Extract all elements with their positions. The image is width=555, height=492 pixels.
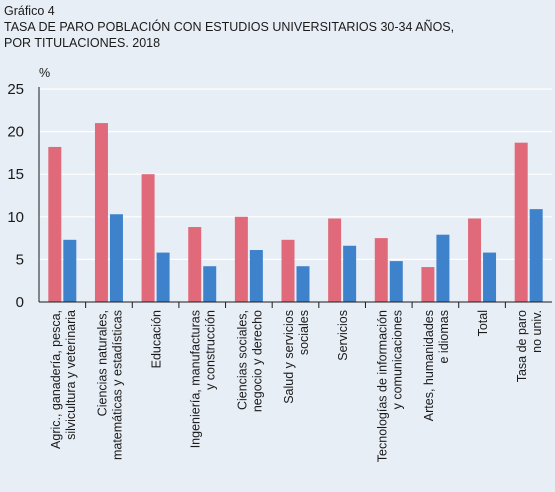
chart-title-line-2: POR TITULACIONES. 2018 [4,36,161,50]
x-category-label: e idiomas [437,310,451,364]
x-category-label: Ingeniería, manufacturas [189,310,203,448]
x-category-label: Servicios [336,310,350,361]
x-category-label: y construcción [204,310,218,390]
x-category-label: Ciencias sociales, [235,310,249,410]
bar-s1-9 [468,218,482,302]
bar-s1-5 [281,239,295,302]
x-category-label: Tasa de paro [515,310,529,382]
x-category-label: Total [476,310,490,336]
bar-s2-0 [63,239,77,302]
x-category-label: Agric., ganadería, pesca, [49,310,63,449]
chart-title-line-1: TASA DE PARO POBLACIÓN CON ESTUDIOS UNIV… [4,20,455,34]
bar-s2-7 [389,261,403,302]
bar-s2-4 [249,250,263,302]
bar-layer [48,123,543,302]
bar-s1-6 [328,218,342,302]
bar-s1-7 [374,238,388,302]
bar-s1-8 [421,267,435,302]
bar-s2-3 [203,266,217,302]
y-tick-label: 0 [16,294,24,311]
x-category-label: Educación [150,310,164,368]
bar-s2-10 [529,209,543,302]
figure-label: Gráfico 4 [4,4,55,18]
bar-s1-0 [48,146,62,302]
bar-s1-10 [514,142,528,302]
y-tick-label: 10 [7,209,24,226]
bar-s2-6 [343,245,357,302]
x-category-label: Artes, humanidades [422,310,436,421]
x-category-label: Tecnologías de información [375,310,389,462]
grid-layer [39,88,552,260]
x-category-label: Ciencias naturales, [95,310,109,416]
x-category-label: matemáticas y estadísticas [110,310,124,460]
y-axis-label: % [39,66,50,80]
x-category-label: y comunicaciones [390,310,404,409]
y-tick-label: 20 [7,124,24,141]
bar-s2-5 [296,266,310,302]
bar-s1-1 [94,123,108,302]
bar-s1-4 [234,216,248,302]
bar-s1-3 [188,227,202,302]
x-category-label: sociales [297,310,311,355]
axis-layer: 0 5 10 15 20 25 Agric., ganadería, pesca, silvi… [7,81,552,462]
bar-s2-9 [483,252,497,302]
chart-header: Gráfico 4 TASA DE PARO POBLACIÓN CON EST… [4,3,552,51]
bar-s2-1 [109,214,123,302]
bar-s2-2 [156,252,170,302]
y-tick-label: 25 [7,81,24,98]
x-category-label: no univ. [530,310,544,353]
bar-s2-8 [436,234,450,302]
y-tick-label: 5 [16,251,24,268]
x-category-label: Salud y servicios [282,310,296,404]
y-tick-label: 15 [7,166,24,183]
x-category-label: negocio y derecho [250,310,264,412]
bar-s1-2 [141,174,155,302]
x-category-label: silvicultura y veterinaria [64,310,78,440]
